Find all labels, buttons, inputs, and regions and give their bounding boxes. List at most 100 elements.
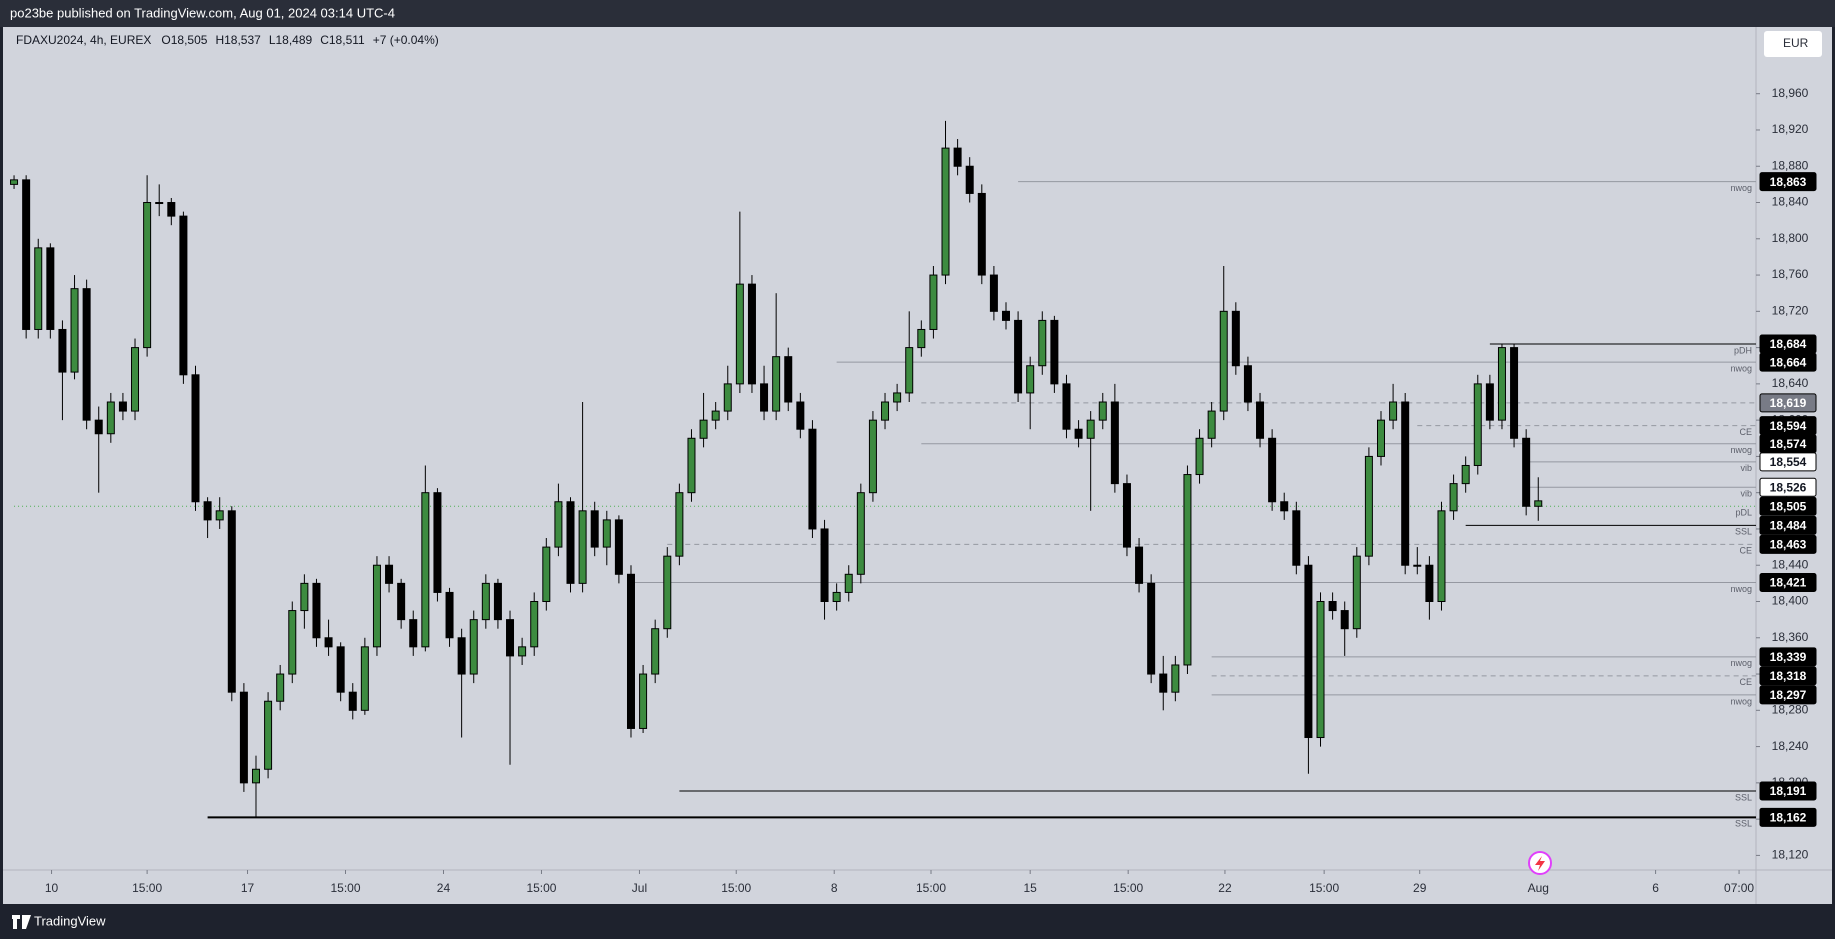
price-box-label: 18,574 [1770, 437, 1807, 451]
candle-body [542, 546, 551, 602]
candle-body [360, 646, 369, 711]
footer-logo [12, 915, 31, 929]
x-tick-label: 15:00 [526, 881, 556, 895]
price-box [1759, 666, 1817, 686]
candle-body [808, 428, 817, 530]
level-tag: nwog [1730, 658, 1752, 668]
candle-body [554, 501, 563, 548]
candle-body [518, 646, 527, 657]
candle-body [469, 619, 478, 675]
price-box-label: 18,339 [1770, 650, 1807, 664]
candle-body [94, 419, 103, 435]
candle-body [1292, 510, 1301, 566]
level-tag: nwog [1730, 584, 1752, 594]
level-tag: SSL [1735, 527, 1752, 537]
y-tick-label: 18,360 [1772, 630, 1809, 644]
x-tick-label: 17 [241, 881, 255, 895]
candle-body [626, 573, 635, 729]
price-box-label: 18,421 [1770, 576, 1807, 590]
candle-body [22, 179, 31, 330]
candle-body [1207, 410, 1216, 439]
legend-value: C18,511 [320, 33, 365, 47]
price-box-label: 18,526 [1770, 480, 1807, 494]
candle-body [1389, 401, 1398, 421]
candle-body [1231, 310, 1240, 367]
currency[interactable]: EUR [1783, 36, 1809, 50]
top-bar [0, 0, 1835, 27]
candle-body [421, 492, 430, 648]
candle-body [772, 356, 781, 412]
candle-body [215, 510, 224, 521]
x-tick-label: 6 [1652, 881, 1659, 895]
legend-value: O18,505 [161, 33, 207, 47]
candle-body [1062, 383, 1071, 430]
price-box-label: 18,191 [1770, 784, 1807, 798]
candle-body [941, 147, 950, 276]
price-box [1759, 477, 1817, 497]
candle-body [251, 768, 260, 784]
candle-body [1074, 428, 1083, 439]
level-tag: CE [1739, 427, 1752, 437]
candle-body [143, 202, 152, 349]
x-tick-label: 15:00 [1113, 881, 1143, 895]
candle-body [977, 192, 986, 276]
price-box-label: 18,619 [1770, 396, 1807, 410]
x-tick-label: 15:00 [916, 881, 946, 895]
candle-body [1352, 555, 1361, 630]
level-tag: vib [1740, 463, 1752, 473]
level-tag: CE [1739, 677, 1752, 687]
candle-body [699, 419, 708, 439]
candle-body [602, 519, 611, 548]
candle-body [239, 691, 248, 784]
candle-body [844, 573, 853, 593]
x-tick-label: 15:00 [330, 881, 360, 895]
candle-body [1110, 401, 1119, 485]
candle-body [324, 637, 333, 648]
level-tag: pDL [1735, 508, 1752, 518]
y-tick-label: 18,880 [1772, 158, 1809, 172]
candle-body [856, 492, 865, 575]
price-box-label: 18,162 [1770, 810, 1807, 824]
candle-body [276, 673, 285, 702]
candle-body [264, 700, 273, 770]
candle-body [1219, 310, 1228, 412]
candle-body [1485, 383, 1494, 421]
candle-body [651, 628, 660, 675]
candle-body [1534, 500, 1543, 507]
candle-body [1243, 365, 1252, 403]
price-box-label: 18,505 [1770, 499, 1807, 513]
level-tag: nwog [1730, 445, 1752, 455]
y-tick-label: 18,440 [1772, 557, 1809, 571]
candle-body [1256, 401, 1265, 439]
candle-body [530, 601, 539, 648]
candle-body [372, 564, 381, 648]
price-box [1759, 496, 1817, 516]
candle-body [675, 492, 684, 557]
candle-body [965, 165, 974, 194]
chart-area [3, 27, 1832, 904]
candle-body [735, 283, 744, 385]
candle-body [796, 401, 805, 430]
candle-body [1086, 419, 1095, 439]
candle-body [433, 492, 442, 593]
price-box [1759, 647, 1817, 667]
currency-box[interactable] [1764, 31, 1822, 57]
x-tick-label: 15 [1024, 881, 1038, 895]
plot: FDAXU2024, 4h, EUREX O18,505 H18,537 L18,48… [3, 27, 1832, 904]
candle-body [1171, 664, 1180, 693]
candle-body [131, 347, 140, 412]
y-tick-label: 18,400 [1772, 594, 1809, 608]
x-tick-label: 10 [45, 881, 59, 895]
candle-body [917, 328, 926, 349]
candle-body [1038, 319, 1047, 367]
price-box [1759, 781, 1817, 801]
candle-body [397, 582, 406, 621]
candle-body [336, 646, 345, 693]
legend-value: +7 (+0.04%) [373, 33, 439, 47]
y-tick-label: 18,240 [1772, 739, 1809, 753]
price-box [1759, 515, 1817, 535]
candle-body [893, 392, 902, 403]
candle-body [409, 619, 418, 648]
price-box [1759, 172, 1817, 192]
price-box [1759, 393, 1817, 413]
